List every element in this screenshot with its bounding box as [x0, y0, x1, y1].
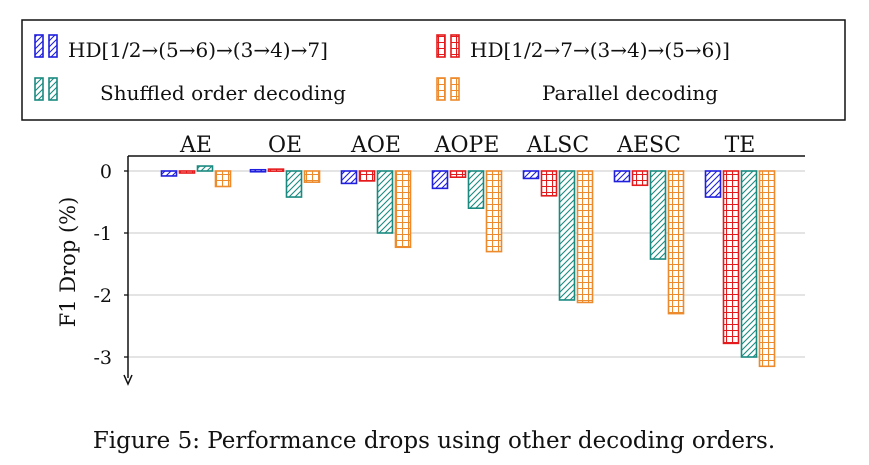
bar	[394, 170, 412, 249]
bar	[214, 170, 232, 188]
bar	[740, 170, 758, 358]
legend-swatch	[48, 34, 58, 58]
legend-swatch	[48, 77, 58, 101]
category-label: OE	[268, 133, 302, 158]
bar	[358, 170, 376, 182]
bar	[667, 170, 685, 315]
bar	[267, 168, 285, 172]
bar	[376, 170, 394, 234]
y-tick-label: 0	[100, 161, 112, 183]
bar	[522, 170, 540, 180]
category-label: TE	[725, 133, 756, 158]
legend-swatch	[34, 34, 44, 58]
axes	[123, 155, 805, 386]
bar	[649, 170, 667, 260]
legend-swatch	[436, 34, 446, 58]
bar	[631, 170, 649, 187]
bar	[160, 170, 178, 177]
bar	[303, 170, 321, 183]
bar	[704, 170, 722, 198]
figure-caption: Figure 5: Performance drops using other …	[93, 428, 775, 454]
bar	[613, 170, 631, 183]
category-label: AESC	[616, 133, 681, 158]
y-tick-label: -3	[93, 347, 112, 369]
y-tick-label: -1	[93, 223, 112, 245]
legend-swatch	[450, 77, 460, 101]
y-axis-arrow	[123, 374, 133, 386]
legend-box	[21, 19, 846, 121]
bar	[467, 170, 485, 210]
bar	[722, 170, 740, 345]
bar	[249, 168, 267, 173]
legend-swatch	[436, 77, 446, 101]
category-label: AOE	[350, 133, 401, 158]
bar	[576, 170, 594, 304]
legend-label: Shuffled order decoding	[100, 81, 346, 105]
labels: 0 -1 -2 -3 AE OE AOE AOPE ALSC AESC TE	[93, 133, 755, 369]
bar	[178, 170, 196, 174]
bar	[540, 170, 558, 197]
bars	[160, 165, 776, 368]
bar	[485, 170, 503, 253]
legend-label: HD[1/2→7→(3→4)→(5→6)]	[470, 38, 730, 62]
legend-label: HD[1/2→(5→6)→(3→4)→7]	[68, 38, 328, 62]
bar	[340, 170, 358, 185]
bar	[558, 170, 576, 301]
category-label: AOPE	[434, 133, 500, 158]
gridlines	[128, 170, 805, 358]
bar	[196, 165, 214, 172]
bar	[449, 170, 467, 178]
legend-swatch	[34, 77, 44, 101]
y-axis-title: F1 Drop (%)	[56, 197, 80, 328]
bar	[758, 170, 776, 368]
bar	[285, 170, 303, 198]
legend: HD[1/2→(5→6)→(3→4)→7] HD[1/2→7→(3→4)→(5→6…	[21, 19, 846, 121]
legend-label: Parallel decoding	[542, 81, 718, 105]
category-label: AE	[179, 133, 212, 158]
y-tick-label: -2	[93, 285, 112, 307]
category-label: ALSC	[526, 133, 589, 158]
legend-swatch	[450, 34, 460, 58]
bar	[431, 170, 449, 190]
